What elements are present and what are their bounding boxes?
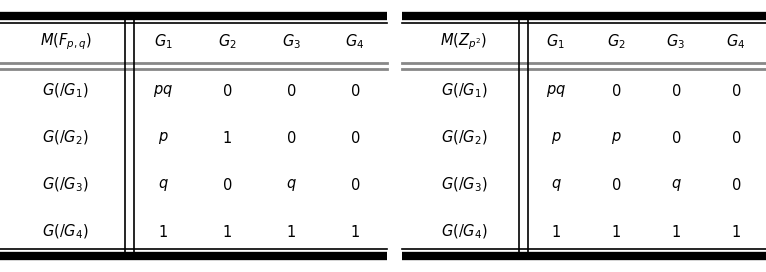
Text: $M(F_{p,q})$: $M(F_{p,q})$ [40,32,92,52]
Text: $G(/G_3)$: $G(/G_3)$ [42,176,89,194]
Text: $0$: $0$ [611,83,621,99]
Text: $0$: $0$ [731,83,741,99]
Text: $p$: $p$ [158,130,169,146]
Text: $p$: $p$ [611,130,621,146]
Text: $G_1$: $G_1$ [546,32,565,51]
Text: $G_1$: $G_1$ [154,32,173,51]
Text: $G(/G_1)$: $G(/G_1)$ [42,82,89,100]
Text: $0$: $0$ [222,83,232,99]
Text: $G_2$: $G_2$ [218,32,237,51]
Text: $1$: $1$ [731,224,741,240]
Text: $M(Z_{p^2})$: $M(Z_{p^2})$ [440,32,487,52]
Text: $1$: $1$ [671,224,681,240]
Text: $pq$: $pq$ [153,83,173,99]
Text: $G(/G_3)$: $G(/G_3)$ [440,176,487,194]
Text: $G(/G_2)$: $G(/G_2)$ [42,129,89,147]
Text: $G(/G_4)$: $G(/G_4)$ [440,223,487,241]
Text: $1$: $1$ [551,224,561,240]
Text: $G_2$: $G_2$ [607,32,625,51]
Text: $G_3$: $G_3$ [666,32,686,51]
Text: $q$: $q$ [158,177,169,193]
Text: $0$: $0$ [350,83,360,99]
Text: $0$: $0$ [731,177,741,193]
Text: $1$: $1$ [286,224,296,240]
Text: $1$: $1$ [611,224,621,240]
Text: $1$: $1$ [222,130,232,146]
Text: $0$: $0$ [731,130,741,146]
Text: $1$: $1$ [350,224,360,240]
Text: $0$: $0$ [671,83,681,99]
Text: $0$: $0$ [286,83,296,99]
Text: $q$: $q$ [670,177,681,193]
Text: $0$: $0$ [222,177,232,193]
Text: $0$: $0$ [286,130,296,146]
Text: $q$: $q$ [286,177,296,193]
Text: $p$: $p$ [551,130,561,146]
Text: $G(/G_1)$: $G(/G_1)$ [440,82,487,100]
Text: $pq$: $pq$ [546,83,566,99]
Text: $0$: $0$ [611,177,621,193]
Text: $1$: $1$ [159,224,169,240]
Text: $1$: $1$ [222,224,232,240]
Text: $G_4$: $G_4$ [726,32,745,51]
Text: $G(/G_2)$: $G(/G_2)$ [440,129,487,147]
Text: $0$: $0$ [350,130,360,146]
Text: $G_4$: $G_4$ [345,32,365,51]
Text: $0$: $0$ [671,130,681,146]
Text: $q$: $q$ [551,177,561,193]
Text: $G(/G_4)$: $G(/G_4)$ [42,223,89,241]
Text: $0$: $0$ [350,177,360,193]
Text: $G_3$: $G_3$ [282,32,300,51]
